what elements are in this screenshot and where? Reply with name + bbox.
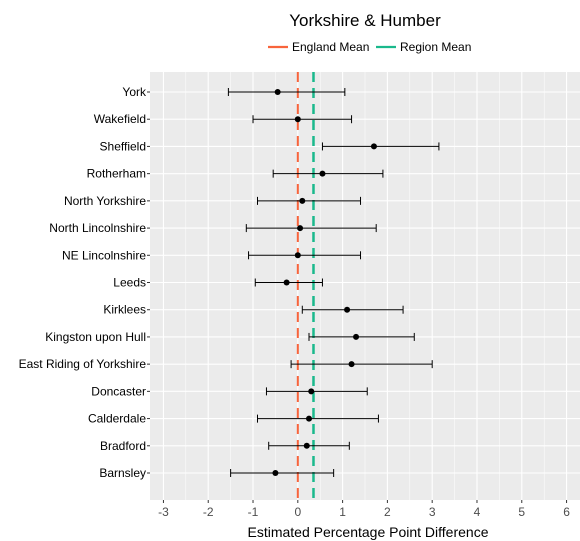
estimate-point (344, 306, 351, 313)
x-axis-title: Estimated Percentage Point Difference (248, 524, 489, 540)
estimate-point (294, 252, 301, 259)
estimate-point (370, 143, 377, 150)
category-label: Doncaster (91, 384, 146, 398)
category-label: Wakefield (94, 112, 146, 126)
legend: England Mean Region Mean (268, 40, 471, 54)
chart-title: Yorkshire & Humber (289, 11, 441, 30)
category-label: Barnsley (99, 466, 146, 480)
estimate-point (274, 89, 281, 95)
data-marks (227, 88, 440, 477)
category-label: East Riding of Yorkshire (19, 357, 147, 371)
estimate-point (319, 170, 326, 177)
estimate-point (306, 415, 313, 422)
x-tick-label: -1 (248, 505, 259, 519)
estimate-point (353, 333, 360, 340)
category-label: North Yorkshire (64, 194, 146, 208)
category-label: North Lincolnshire (49, 221, 146, 235)
x-tick-label: 0 (294, 505, 301, 519)
estimate-point (303, 442, 310, 449)
estimate-point (308, 388, 315, 395)
x-tick-label: 5 (518, 505, 525, 519)
category-label: York (122, 85, 147, 99)
x-tick-label: 1 (339, 505, 346, 519)
x-tick-label: 3 (429, 505, 436, 519)
category-label: Sheffield (100, 139, 146, 153)
estimate-point (348, 361, 355, 368)
category-label: Rotherham (87, 167, 146, 181)
x-tick-label: 6 (563, 505, 570, 519)
category-label: Kingston upon Hull (45, 330, 146, 344)
estimate-point (297, 225, 304, 232)
category-label: Kirklees (103, 303, 146, 317)
estimate-point (272, 470, 279, 476)
legend-label: England Mean (292, 40, 369, 54)
category-label: NE Lincolnshire (62, 248, 146, 262)
category-label: Bradford (100, 439, 146, 453)
estimate-point (283, 279, 290, 286)
x-tick-label: -2 (203, 505, 214, 519)
category-label: Leeds (113, 276, 146, 290)
x-tick-label: 4 (474, 505, 481, 519)
legend-label: Region Mean (400, 40, 471, 54)
estimate-point (294, 116, 301, 123)
x-tick-label: -3 (158, 505, 169, 519)
category-label: Calderdale (88, 412, 146, 426)
estimate-point (299, 197, 306, 204)
x-axis-labels: -3 -2 -1 0 1 2 3 4 5 6 (158, 500, 570, 519)
reference-lines (296, 72, 315, 500)
x-tick-label: 2 (384, 505, 391, 519)
y-axis-labels: York Wakefield Sheffield Rotherham North Yor… (19, 85, 150, 480)
